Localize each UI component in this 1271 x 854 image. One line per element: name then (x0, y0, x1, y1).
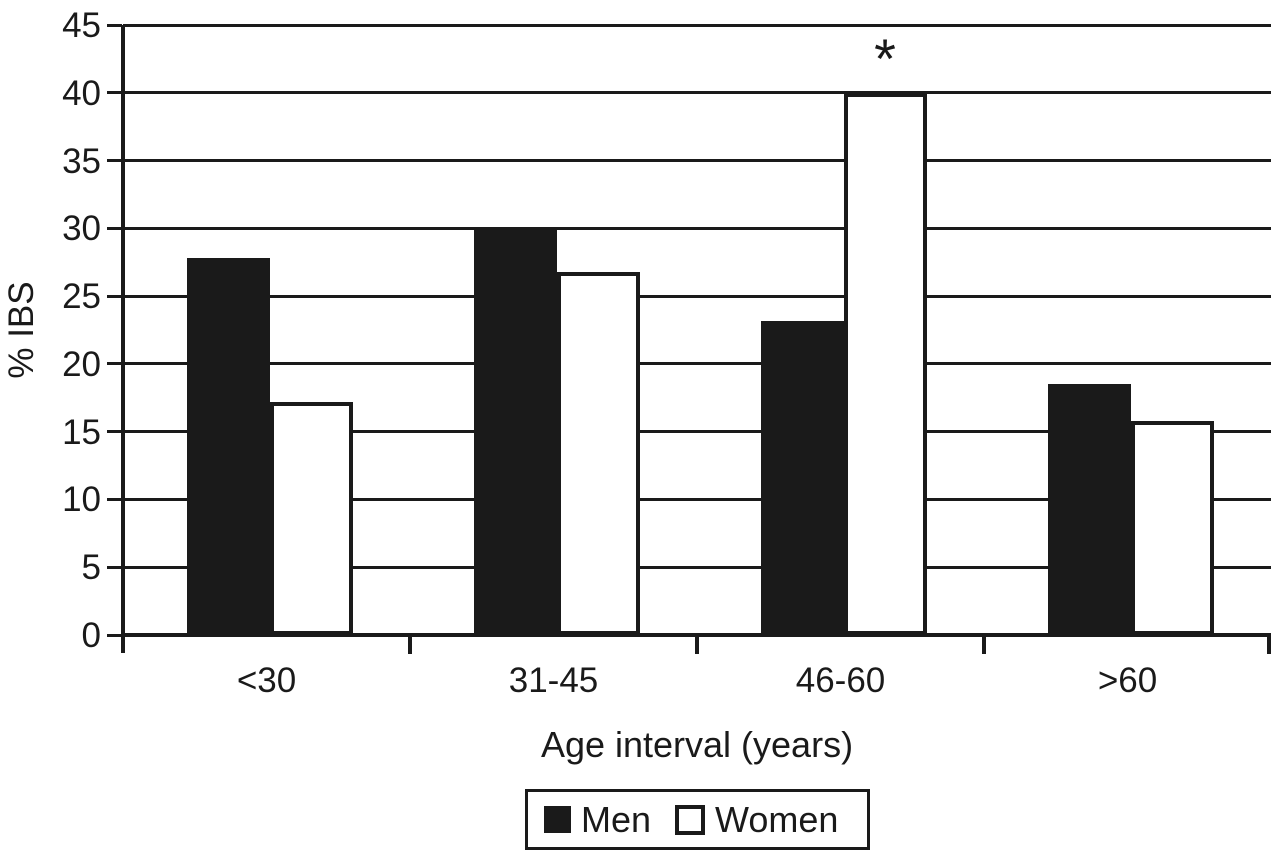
category-label->60: >60 (1097, 661, 1158, 700)
y-tick-10 (107, 498, 122, 501)
y-tick-0 (107, 634, 122, 637)
bar-men-<30 (187, 258, 270, 635)
x-tick-4 (1267, 635, 1271, 654)
y-tick-15 (107, 430, 122, 433)
category-label-31-45: 31-45 (508, 661, 599, 700)
x-axis-title: Age interval (years) (540, 724, 854, 765)
y-tick-25 (107, 295, 122, 298)
y-tick-label-0: 0 (81, 616, 101, 655)
y-tick-label-25: 25 (62, 277, 101, 316)
y-tick-45 (107, 24, 122, 27)
y-tick-35 (107, 159, 122, 162)
gridline-20 (123, 362, 1271, 365)
y-tick-label-40: 40 (62, 74, 101, 113)
category-label-46-60: 46-60 (795, 661, 886, 700)
gridline-40 (123, 91, 1271, 94)
y-tick-20 (107, 362, 122, 365)
bar-men-31-45 (474, 228, 557, 635)
women-swatch-icon (675, 804, 706, 835)
men-swatch-icon (544, 806, 571, 833)
y-tick-40 (107, 91, 122, 94)
y-tick-30 (107, 227, 122, 230)
y-tick-label-35: 35 (62, 142, 101, 181)
legend-label-women: Women (715, 798, 839, 840)
gridline-30 (123, 227, 1271, 230)
y-axis-line (121, 25, 125, 653)
x-tick-2 (695, 635, 699, 654)
gridline-10 (123, 498, 1271, 501)
y-tick-label-45: 45 (62, 6, 101, 45)
y-axis-title: % IBS (2, 281, 41, 379)
bar-women-46-60 (844, 93, 927, 635)
x-tick-1 (408, 635, 412, 654)
legend-label-men: Men (581, 798, 652, 840)
significance-asterisk: * (874, 27, 896, 90)
bar-women-31-45 (557, 272, 640, 635)
x-tick-3 (982, 635, 986, 654)
bar-men-46-60 (761, 321, 844, 635)
bar-men->60 (1048, 384, 1131, 635)
gridline-5 (123, 566, 1271, 569)
bar-women-<30 (270, 402, 353, 635)
category-label-<30: <30 (236, 661, 297, 700)
legend: Men Women (525, 789, 870, 850)
y-tick-label-15: 15 (62, 413, 101, 452)
y-tick-label-5: 5 (81, 548, 101, 587)
gridline-45 (123, 24, 1271, 27)
gridline-15 (123, 430, 1271, 433)
y-tick-label-30: 30 (62, 209, 101, 248)
gridline-35 (123, 159, 1271, 162)
gridline-25 (123, 295, 1271, 298)
y-tick-5 (107, 566, 122, 569)
y-tick-label-20: 20 (62, 345, 101, 384)
y-tick-label-10: 10 (62, 480, 101, 519)
bar-women->60 (1131, 421, 1214, 635)
